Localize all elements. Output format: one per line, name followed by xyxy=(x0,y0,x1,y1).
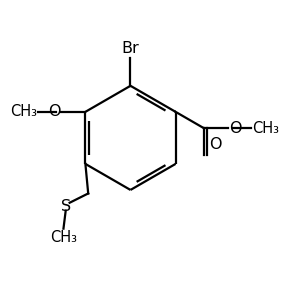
Text: O: O xyxy=(229,121,241,135)
Text: CH₃: CH₃ xyxy=(10,104,37,119)
Text: S: S xyxy=(61,199,71,214)
Text: CH₃: CH₃ xyxy=(50,230,77,245)
Text: CH₃: CH₃ xyxy=(252,121,279,135)
Text: Br: Br xyxy=(121,41,139,56)
Text: O: O xyxy=(209,137,221,152)
Text: O: O xyxy=(48,104,60,119)
